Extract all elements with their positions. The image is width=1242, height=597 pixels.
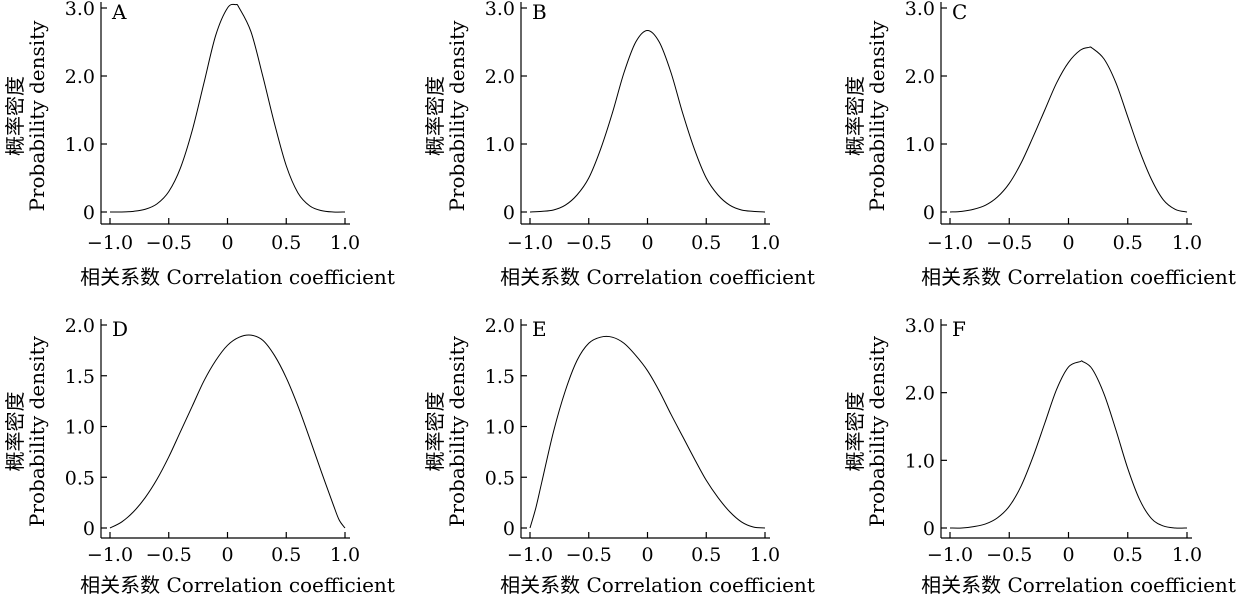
- y-axis-label-zh: 概率密度: [843, 392, 867, 472]
- x-tick-label: 0: [221, 544, 233, 566]
- panel-f: 0 1.0 2.0 3.0 −1.0 −0.5 0 0.5 1.0 F 概率密度Probabilit…: [843, 315, 1236, 597]
- x-tick-label: 1.0: [1172, 544, 1202, 566]
- y-tick-label: 1.0: [905, 134, 935, 156]
- x-axis-label: 相关系数 Correlation coefficient: [80, 265, 395, 289]
- y-tick-label: 0: [923, 202, 935, 224]
- x-tick-label: 1.0: [1172, 232, 1202, 254]
- y-tick-label: 2.0: [905, 383, 935, 405]
- y-tick-label: 2.0: [65, 66, 95, 88]
- x-tick-label: −0.5: [146, 232, 192, 254]
- y-axis-label-zh: 概率密度: [843, 76, 867, 156]
- y-axis-label-en: Probability density: [445, 20, 469, 212]
- x-tick-label: −1.0: [507, 232, 553, 254]
- y-tick-label: 2.0: [905, 66, 935, 88]
- x-tick-label: −0.5: [146, 544, 192, 566]
- x-axis-label: 相关系数 Correlation coefficient: [500, 573, 815, 597]
- x-tick-label: 0.5: [271, 232, 301, 254]
- density-curve: [529, 335, 766, 529]
- x-tick-label: −1.0: [87, 544, 133, 566]
- y-axis-label-zh: 概率密度: [3, 392, 27, 472]
- x-tick-label: −1.0: [927, 232, 973, 254]
- y-tick-label: 0: [923, 518, 935, 540]
- x-tick-label: 0.5: [1113, 544, 1143, 566]
- panel-label: A: [111, 0, 127, 24]
- y-axis-label-en: Probability density: [865, 335, 889, 527]
- y-tick-label: 0: [503, 518, 515, 540]
- x-tick-label: −1.0: [87, 232, 133, 254]
- x-tick-label: 0: [641, 544, 653, 566]
- y-axis-label-zh: 概率密度: [3, 76, 27, 156]
- y-tick-label: 1.5: [65, 366, 95, 388]
- y-tick-label: 1.0: [65, 134, 95, 156]
- y-tick-label: 1.0: [905, 450, 935, 472]
- x-tick-label: −0.5: [986, 544, 1032, 566]
- y-axis-label-zh: 概率密度: [423, 392, 447, 472]
- y-tick-label: 3.0: [485, 0, 515, 20]
- panel-c: 0 1.0 2.0 3.0 −1.0 −0.5 0 0.5 1.0 C 概率密度Probabilit…: [843, 0, 1236, 289]
- y-tick-label: 0.5: [65, 467, 95, 489]
- x-tick-label: 0.5: [691, 232, 721, 254]
- x-tick-label: 0: [641, 232, 653, 254]
- y-tick-label: 2.0: [485, 66, 515, 88]
- panel-a: 0 1.0 2.0 3.0 −1.0 −0.5 0 0.5 1.0 A 概率密度Probabilit…: [3, 0, 395, 289]
- x-tick-label: −0.5: [566, 544, 612, 566]
- x-tick-label: −1.0: [927, 544, 973, 566]
- panel-label: C: [952, 0, 967, 24]
- panel-d: 0 0.5 1.0 1.5 2.0 −1.0 −0.5 0 0.5 1.0 D 概率密度Probabi…: [3, 315, 395, 597]
- y-axis-label-en: Probability density: [25, 335, 49, 527]
- x-tick-label: −1.0: [507, 544, 553, 566]
- panel-label: E: [532, 317, 547, 341]
- y-tick-label: 1.0: [65, 417, 95, 439]
- y-tick-label: 1.0: [485, 134, 515, 156]
- y-tick-label: 0: [83, 202, 95, 224]
- x-tick-label: 1.0: [750, 232, 780, 254]
- y-tick-label: 1.5: [485, 366, 515, 388]
- y-axis-label-zh: 概率密度: [423, 76, 447, 156]
- density-curve: [529, 29, 766, 213]
- panel-e: 0 0.5 1.0 1.5 2.0 −1.0 −0.5 0 0.5 1.0 E 概率密度Probabi…: [423, 315, 815, 597]
- x-tick-label: 0.5: [691, 544, 721, 566]
- x-tick-label: 0: [1062, 544, 1074, 566]
- x-tick-label: 0.5: [1113, 232, 1143, 254]
- y-tick-label: 1.0: [485, 417, 515, 439]
- panel-b: 0 1.0 2.0 3.0 −1.0 −0.5 0 0.5 1.0 B 概率密度Probabilit…: [423, 0, 815, 289]
- panel-label: F: [952, 317, 966, 341]
- panel-label: B: [532, 0, 547, 24]
- y-tick-label: 0.5: [485, 467, 515, 489]
- y-tick-label: 0: [503, 202, 515, 224]
- x-tick-label: 0: [1062, 232, 1074, 254]
- x-axis-label: 相关系数 Correlation coefficient: [80, 573, 395, 597]
- density-curve: [109, 3, 346, 213]
- x-axis-label: 相关系数 Correlation coefficient: [500, 265, 815, 289]
- y-tick-label: 3.0: [905, 0, 935, 20]
- y-axis-label-en: Probability density: [445, 335, 469, 527]
- x-tick-label: 1.0: [330, 544, 360, 566]
- density-curve: [109, 334, 346, 529]
- x-tick-label: 1.0: [750, 544, 780, 566]
- y-tick-label: 3.0: [905, 315, 935, 337]
- y-tick-label: 2.0: [65, 315, 95, 337]
- y-tick-label: 0: [83, 518, 95, 540]
- x-axis-label: 相关系数 Correlation coefficient: [921, 265, 1236, 289]
- y-axis-label-en: Probability density: [865, 20, 889, 212]
- density-curve: [949, 360, 1188, 529]
- y-tick-label: 2.0: [485, 315, 515, 337]
- x-axis-label: 相关系数 Correlation coefficient: [921, 573, 1236, 597]
- y-axis-label-en: Probability density: [25, 20, 49, 212]
- x-tick-label: 1.0: [330, 232, 360, 254]
- density-curve: [949, 46, 1188, 213]
- panel-label: D: [112, 317, 128, 341]
- x-tick-label: −0.5: [986, 232, 1032, 254]
- x-tick-label: 0.5: [271, 544, 301, 566]
- x-tick-label: −0.5: [566, 232, 612, 254]
- x-tick-label: 0: [221, 232, 233, 254]
- y-tick-label: 3.0: [65, 0, 95, 20]
